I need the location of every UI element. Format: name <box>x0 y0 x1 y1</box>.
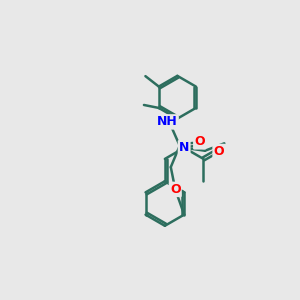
Text: N: N <box>179 141 189 154</box>
Text: O: O <box>194 135 205 148</box>
Text: O: O <box>214 145 224 158</box>
Text: O: O <box>170 183 181 196</box>
Text: NH: NH <box>157 116 178 128</box>
